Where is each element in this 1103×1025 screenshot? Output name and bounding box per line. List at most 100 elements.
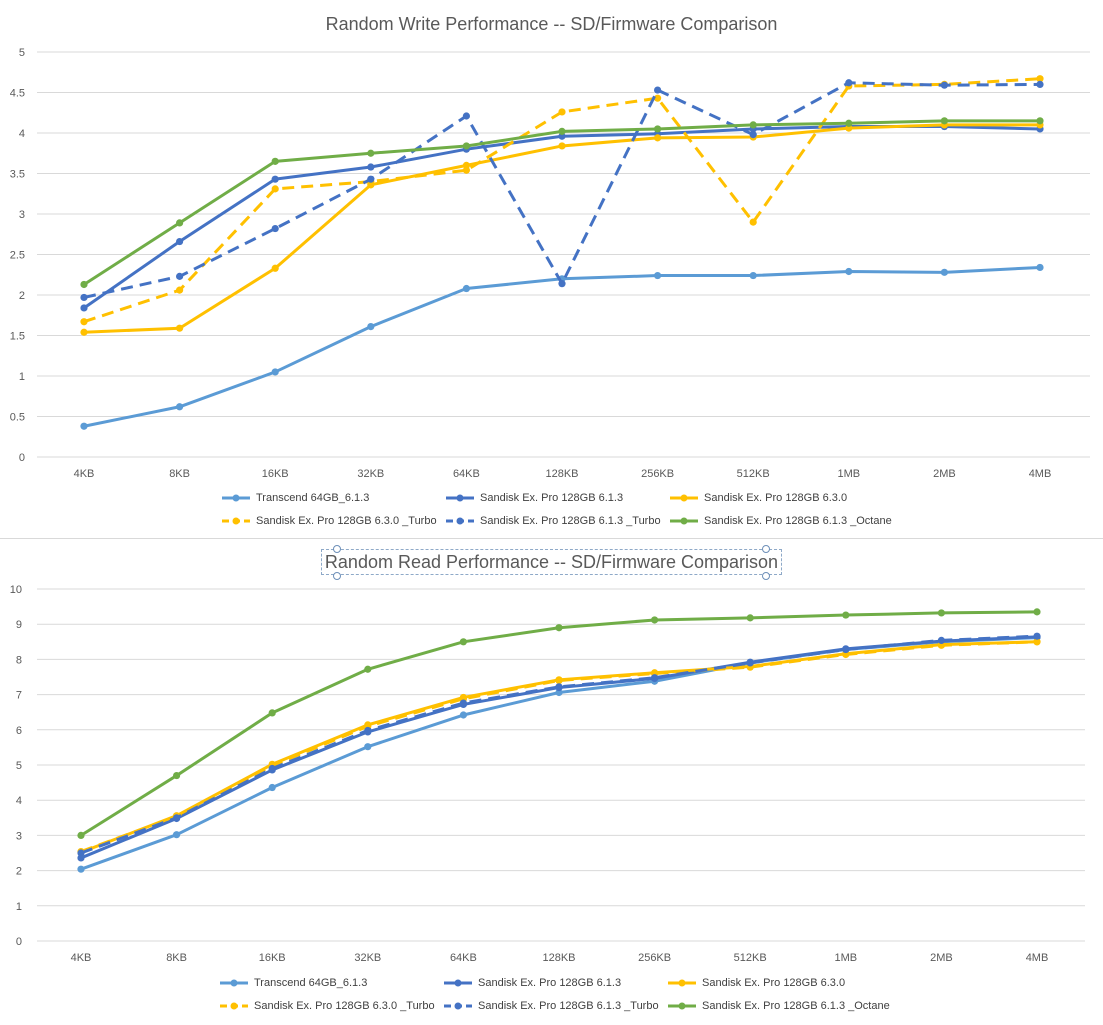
legend-item: Sandisk Ex. Pro 128GB 6.3.0: [670, 490, 847, 506]
write-x-tick-label: 4MB: [1029, 468, 1052, 480]
read-y-tick-label: 1: [16, 901, 22, 913]
write-data-point: [462, 112, 470, 120]
legend-item: Transcend 64GB_6.1.3: [222, 490, 369, 506]
legend-line-icon: [668, 977, 696, 989]
read-data-point: [77, 849, 85, 857]
legend-line-icon: [670, 515, 698, 527]
write-data-point: [654, 271, 662, 280]
read-data-point: [1033, 632, 1041, 640]
write-data-point: [749, 218, 757, 226]
read-data-point: [555, 683, 563, 691]
write-data-point: [176, 237, 184, 246]
write-data-point: [1036, 117, 1044, 125]
read-x-tick-label: 512KB: [734, 952, 767, 964]
read-x-tick-label: 16KB: [259, 952, 286, 964]
read-y-tick-label: 4: [16, 795, 22, 807]
read-data-point: [842, 645, 850, 654]
legend-item: Transcend 64GB_6.1.3: [220, 975, 367, 991]
write-data-point: [80, 304, 88, 312]
legend-label: Transcend 64GB_6.1.3: [256, 492, 370, 504]
write-data-point: [654, 125, 662, 133]
legend-label: Sandisk Ex. Pro 128GB 6.1.3 _Octane: [704, 515, 892, 527]
read-y-tick-label: 6: [16, 725, 22, 737]
title-resize-handle-bottom-right[interactable]: [762, 572, 770, 580]
read-data-point: [746, 659, 754, 667]
write-x-tick-label: 32KB: [357, 468, 384, 480]
legend-line-icon: [670, 492, 698, 504]
read-series-line-3: [80, 640, 1038, 854]
read-series-line-1: [80, 636, 1038, 871]
write-data-point: [176, 403, 184, 411]
legend-line-icon: [222, 492, 250, 504]
write-x-tick-label: 256KB: [641, 468, 674, 480]
write-data-point: [749, 121, 757, 129]
read-data-point: [746, 614, 754, 622]
read-data-point: [459, 638, 467, 646]
title-resize-handle-top-right[interactable]: [762, 545, 770, 553]
read-data-point: [459, 699, 467, 707]
legend-label: Sandisk Ex. Pro 128GB 6.3.0 _Turbo: [254, 1000, 435, 1012]
write-data-point: [271, 157, 279, 165]
write-data-point: [845, 79, 853, 87]
title-resize-handle-top-left[interactable]: [333, 545, 341, 553]
read-series-line-2: [80, 635, 1038, 860]
read-data-point: [1033, 638, 1041, 646]
legend-item: Sandisk Ex. Pro 128GB 6.1.3: [446, 490, 623, 506]
legend-label: Sandisk Ex. Pro 128GB 6.1.3 _Turbo: [478, 1000, 659, 1012]
read-data-point: [651, 674, 659, 682]
write-x-tick-label: 64KB: [453, 468, 480, 480]
write-data-point: [271, 368, 279, 376]
legend-line-icon: [446, 515, 474, 527]
read-data-point: [459, 711, 467, 719]
write-data-point: [80, 328, 88, 336]
write-y-tick-label: 0.5: [10, 412, 25, 424]
read-x-tick-label: 8KB: [166, 952, 187, 964]
read-data-point: [173, 771, 181, 780]
read-data-point: [364, 726, 372, 735]
legend-line-icon: [220, 977, 248, 989]
write-data-point: [940, 117, 949, 125]
legend-line-icon: [444, 977, 472, 989]
write-data-point: [80, 318, 88, 326]
read-performance-chart[interactable]: 0 1 2 3 4 5 6 7 8 9 10 4KB 8KB 16KB 32KB 64KB 128KB 256KB…: [0, 540, 1103, 1025]
read-y-tick-label: 7: [16, 690, 22, 702]
read-y-tick-label: 9: [16, 619, 22, 631]
legend-item: Sandisk Ex. Pro 128GB 6.1.3 _Turbo: [444, 998, 659, 1014]
read-data-point: [555, 688, 563, 697]
write-data-point: [271, 175, 279, 183]
legend-item: Sandisk Ex. Pro 128GB 6.1.3: [444, 975, 621, 991]
write-x-tick-label: 128KB: [545, 468, 578, 480]
write-data-point: [845, 267, 853, 276]
legend-line-icon: [668, 1000, 696, 1012]
read-x-tick-label: 2MB: [930, 952, 953, 964]
write-performance-chart[interactable]: 0 0.5 1 1.5 2 2.5 3 3.5 4 4.5 5 4KB 8KB 16KB 32KB 64KB 1…: [0, 0, 1103, 539]
write-data-point: [462, 284, 470, 293]
write-data-point: [176, 286, 184, 294]
write-x-tick-label: 16KB: [262, 468, 289, 480]
read-data-point: [364, 743, 372, 751]
write-data-point: [558, 108, 566, 116]
legend-label: Sandisk Ex. Pro 128GB 6.3.0: [704, 492, 848, 504]
write-data-point: [176, 219, 184, 227]
title-resize-handle-bottom-left[interactable]: [333, 572, 341, 580]
write-data-point: [80, 280, 88, 289]
read-data-point: [842, 650, 850, 659]
write-data-point: [558, 127, 566, 135]
legend-item: Sandisk Ex. Pro 128GB 6.3.0: [668, 975, 845, 991]
read-chart-title[interactable]: Random Read Performance -- SD/Firmware C…: [0, 549, 1103, 575]
write-data-point: [271, 224, 279, 233]
write-series-line-1: [83, 265, 1041, 428]
write-data-point: [176, 324, 184, 332]
write-series-line-4: [83, 77, 1041, 324]
read-data-point: [77, 854, 85, 862]
legend-item: Sandisk Ex. Pro 128GB 6.1.3 _Turbo: [446, 513, 661, 529]
write-y-tick-label: 1.5: [10, 331, 25, 343]
write-series-line-3: [83, 123, 1040, 334]
legend-item: Sandisk Ex. Pro 128GB 6.1.3 _Octane: [668, 998, 890, 1014]
write-data-point: [271, 185, 279, 193]
write-data-point: [462, 142, 470, 150]
read-series-line-4: [80, 640, 1038, 853]
write-chart-plot: 0 0.5 1 1.5 2 2.5 3 3.5 4 4.5 5 4KB 8KB 16KB 32KB 64KB 1…: [10, 47, 1090, 480]
read-data-point: [555, 624, 563, 632]
write-data-point: [367, 163, 375, 171]
